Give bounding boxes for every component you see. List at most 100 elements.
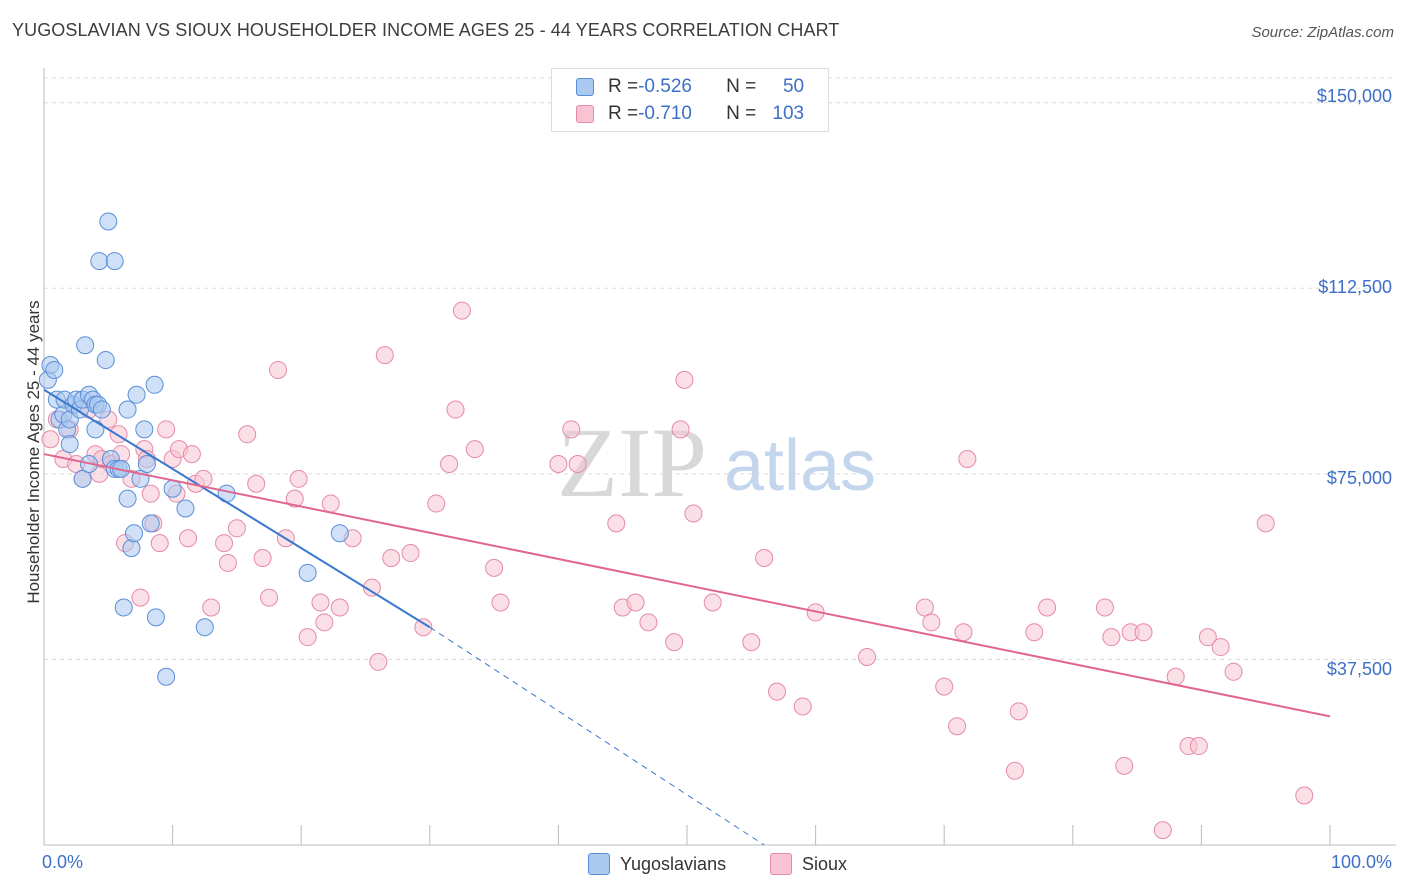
sioux-point xyxy=(1009,702,1028,721)
sioux-point xyxy=(948,717,967,736)
sioux-point xyxy=(675,370,694,389)
sioux-point xyxy=(935,677,954,696)
y-tick-label: $75,000 xyxy=(1326,468,1392,488)
yugoslavian-point xyxy=(157,667,176,686)
sioux-point xyxy=(362,578,381,597)
legend-r-label: R = xyxy=(608,103,639,124)
sioux-point xyxy=(703,593,722,612)
yugoslavian-point xyxy=(114,598,133,617)
yugoslavian-point xyxy=(90,252,109,271)
yugoslavian-point xyxy=(135,420,154,439)
watermark-atlas: atlas xyxy=(724,426,876,506)
yugoslavian-point xyxy=(105,252,124,271)
y-tick-label: $150,000 xyxy=(1316,86,1392,106)
sioux-point xyxy=(41,430,60,449)
axes xyxy=(43,68,1396,846)
sioux-point xyxy=(375,346,394,365)
sioux-point xyxy=(1224,662,1243,681)
bottom-legend-label: Sioux xyxy=(802,853,848,874)
sioux-point xyxy=(289,469,308,488)
yugoslavian-points xyxy=(38,212,349,686)
bottom-legend-yugoslavians: Yugoslavians xyxy=(588,851,726,877)
yugoslavian-point xyxy=(122,539,141,558)
bottom-legend-sioux: Sioux xyxy=(770,851,847,877)
y-axis-label: Householder Income Ages 25 - 44 years xyxy=(24,300,43,604)
sioux-point xyxy=(182,445,201,464)
yugoslavian-point xyxy=(99,212,118,231)
legend-row-yugoslavians: R = -0.526 N = 50 xyxy=(576,75,804,99)
sioux-point xyxy=(562,420,581,439)
sioux-point xyxy=(446,400,465,419)
sioux-point xyxy=(440,454,459,473)
yugoslavian-point xyxy=(73,469,92,488)
sioux-point xyxy=(1211,638,1230,657)
sioux-point xyxy=(311,593,330,612)
sioux-point xyxy=(269,360,288,379)
yugoslavian-point xyxy=(163,479,182,498)
yugoslavian-point xyxy=(137,454,156,473)
sioux-point xyxy=(665,633,684,652)
sioux-point xyxy=(1256,514,1275,533)
sioux-point xyxy=(954,623,973,642)
sioux-point xyxy=(369,652,388,671)
sioux-point xyxy=(382,548,401,567)
legend-r-label: R = xyxy=(608,76,639,97)
sioux-point xyxy=(922,613,941,632)
bottom-legend-label: Yugoslavians xyxy=(620,853,727,874)
yugoslavian-point xyxy=(195,618,214,637)
trend-lines xyxy=(43,388,1331,846)
sioux-point xyxy=(607,514,626,533)
sioux-point xyxy=(215,534,234,553)
correlation-legend: R = -0.526 N = 50 R = -0.710 N = 103 xyxy=(551,68,829,132)
sioux-point xyxy=(684,504,703,523)
legend-n-label: N = xyxy=(726,103,757,124)
sioux-point xyxy=(401,544,420,563)
legend-r-value: -0.526 xyxy=(638,76,692,97)
x-tick-label-min: 0.0% xyxy=(42,852,84,872)
sioux-point xyxy=(238,425,257,444)
sioux-point xyxy=(330,598,349,617)
legend-row-sioux: R = -0.710 N = 103 xyxy=(576,102,804,126)
sioux-point xyxy=(1153,821,1172,840)
sioux-point xyxy=(742,633,761,652)
sioux-point xyxy=(1198,628,1217,647)
yugoslavian-trend-line xyxy=(43,388,431,629)
sioux-point xyxy=(915,598,934,617)
sioux-point xyxy=(671,420,690,439)
sioux-point xyxy=(260,588,279,607)
sioux-point xyxy=(1295,786,1314,805)
y-tick-label: $112,500 xyxy=(1318,277,1392,297)
yugoslavian-point xyxy=(298,563,317,582)
sioux-point xyxy=(141,484,160,503)
yugoslavian-point xyxy=(76,336,95,355)
sioux-point xyxy=(1038,598,1057,617)
sioux-point xyxy=(958,450,977,469)
bottom-legend-swatch-pink xyxy=(770,853,792,875)
sioux-point xyxy=(1102,628,1121,647)
sioux-point xyxy=(1025,623,1044,642)
sioux-point xyxy=(253,548,272,567)
sioux-point xyxy=(626,593,645,612)
sioux-point xyxy=(465,440,484,459)
sioux-point xyxy=(1095,598,1114,617)
yugoslavian-point xyxy=(125,524,144,543)
bottom-legend-swatch-blue xyxy=(588,853,610,875)
sioux-point xyxy=(1189,737,1208,756)
sioux-point xyxy=(298,628,317,647)
sioux-points xyxy=(41,301,1314,840)
yugoslavian-point xyxy=(45,360,64,379)
sioux-point xyxy=(247,474,266,493)
sioux-point xyxy=(131,588,150,607)
sioux-point xyxy=(639,613,658,632)
sioux-point xyxy=(179,529,198,548)
gridlines xyxy=(44,77,1396,660)
yugoslavian-point xyxy=(96,351,115,370)
sioux-point xyxy=(202,598,221,617)
yugoslavian-point xyxy=(118,400,137,419)
sioux-point xyxy=(150,534,169,553)
sioux-point xyxy=(321,494,340,513)
yugoslavian-point xyxy=(330,524,349,543)
yugoslavian-point xyxy=(60,435,79,454)
legend-n-value: 50 xyxy=(782,76,805,97)
